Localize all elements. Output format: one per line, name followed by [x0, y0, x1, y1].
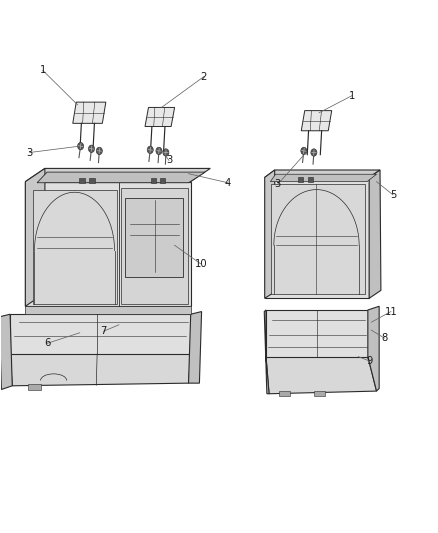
Text: 6: 6	[44, 338, 50, 349]
Bar	[79, 178, 85, 183]
Text: 10: 10	[194, 259, 207, 269]
Polygon shape	[270, 174, 377, 182]
Text: 9: 9	[366, 356, 372, 366]
Bar	[314, 391, 325, 396]
Text: 3: 3	[27, 148, 33, 158]
Polygon shape	[125, 198, 184, 277]
Polygon shape	[25, 168, 45, 306]
Polygon shape	[10, 314, 191, 354]
Polygon shape	[265, 170, 275, 298]
Bar	[308, 177, 313, 182]
Text: 1: 1	[39, 66, 46, 75]
Polygon shape	[73, 102, 106, 123]
Polygon shape	[188, 312, 201, 383]
Circle shape	[88, 145, 95, 152]
Polygon shape	[25, 306, 191, 314]
Text: 1: 1	[349, 91, 355, 101]
Bar	[279, 391, 290, 396]
Polygon shape	[25, 182, 191, 306]
Circle shape	[156, 147, 162, 155]
Polygon shape	[10, 354, 191, 386]
Circle shape	[163, 149, 169, 156]
Polygon shape	[368, 306, 379, 391]
Polygon shape	[266, 357, 377, 394]
Bar	[298, 177, 304, 182]
Text: 8: 8	[381, 333, 388, 343]
Circle shape	[147, 146, 153, 154]
Bar	[160, 178, 165, 183]
Polygon shape	[0, 314, 12, 390]
Text: 7: 7	[100, 326, 107, 336]
Polygon shape	[264, 310, 269, 394]
Circle shape	[301, 147, 307, 155]
Circle shape	[96, 147, 102, 155]
Text: 11: 11	[385, 306, 397, 317]
Polygon shape	[265, 170, 380, 177]
Text: 2: 2	[201, 71, 207, 82]
Text: 5: 5	[390, 190, 396, 200]
Polygon shape	[266, 310, 368, 357]
Polygon shape	[265, 177, 369, 298]
Bar	[151, 178, 156, 183]
Polygon shape	[33, 190, 117, 304]
Polygon shape	[369, 170, 381, 298]
Bar	[28, 384, 41, 390]
Text: 3: 3	[166, 156, 172, 165]
Circle shape	[311, 149, 317, 156]
Polygon shape	[145, 108, 175, 126]
Polygon shape	[25, 168, 210, 182]
Bar	[89, 178, 95, 183]
Text: 3: 3	[275, 179, 281, 189]
Polygon shape	[301, 111, 332, 131]
Circle shape	[78, 142, 84, 150]
Polygon shape	[121, 188, 187, 304]
Polygon shape	[37, 172, 205, 183]
Polygon shape	[271, 184, 365, 294]
Text: 4: 4	[225, 177, 231, 188]
